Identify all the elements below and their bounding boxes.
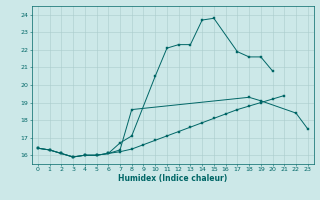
X-axis label: Humidex (Indice chaleur): Humidex (Indice chaleur)	[118, 174, 228, 183]
